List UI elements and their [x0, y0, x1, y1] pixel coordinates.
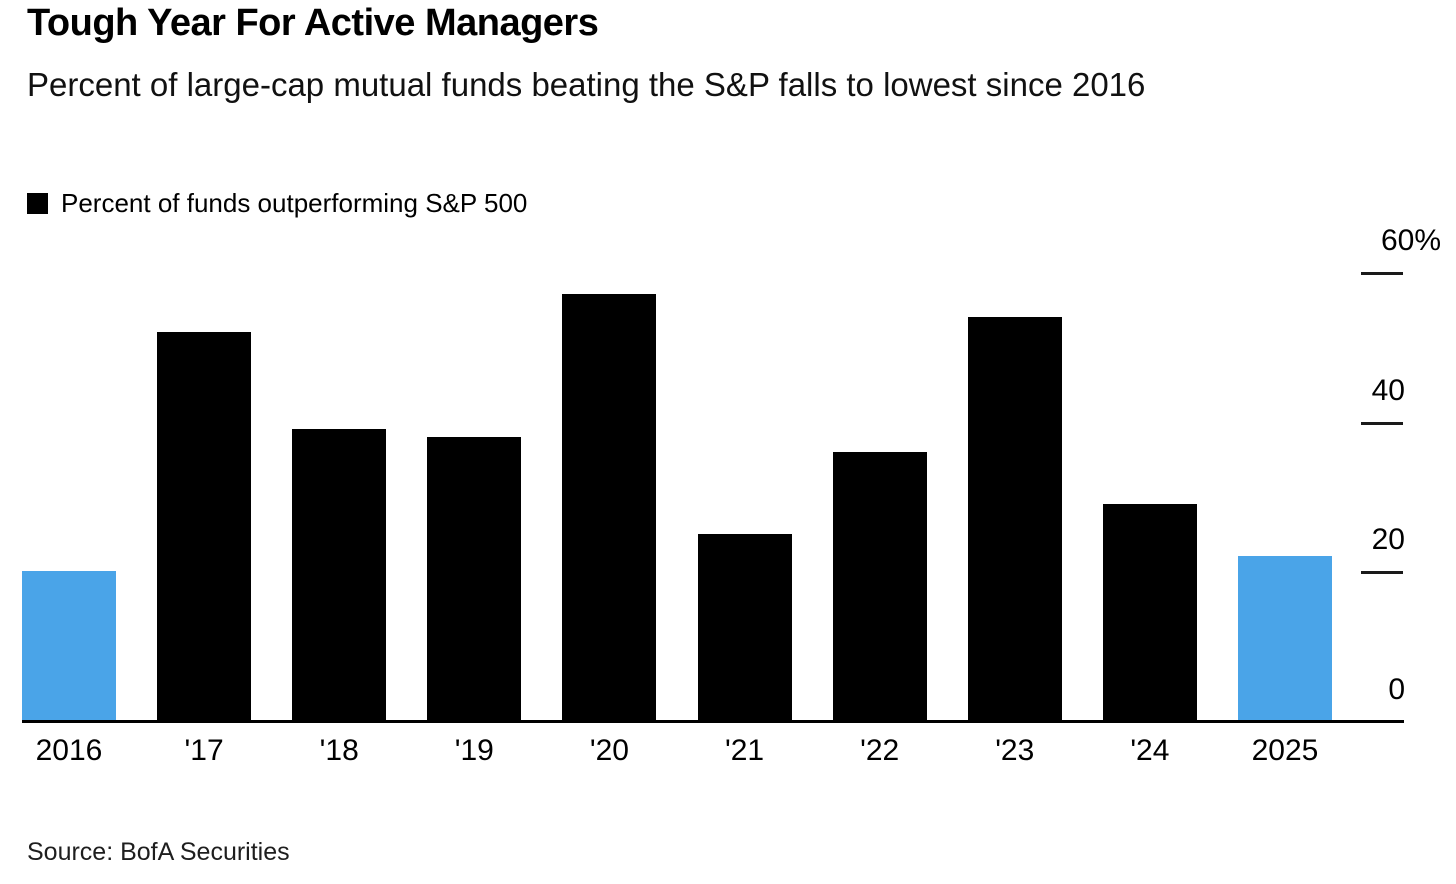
legend-label: Percent of funds outperforming S&P 500 [61, 188, 528, 218]
chart-title: Tough Year For Active Managers [27, 2, 599, 44]
y-tick-mark [1361, 272, 1403, 275]
x-tick-label: '24 [1130, 734, 1170, 767]
bar-22 [832, 451, 927, 721]
bar-chart-plot [22, 272, 1332, 721]
y-tick-mark [1361, 421, 1403, 425]
source-note: Source: BofA Securities [27, 838, 290, 866]
bar-24 [1102, 503, 1197, 721]
legend-swatch-icon [27, 193, 48, 214]
bar-21 [697, 533, 792, 721]
x-axis-labels: 2016 '17 '18 '19 '20 '21 '22 '23 '24 2025 [22, 734, 1332, 768]
x-tick-label: 2025 [1251, 734, 1319, 767]
y-tick-label: 20 [1371, 523, 1405, 557]
bar-20 [562, 294, 657, 721]
bar-19 [427, 436, 522, 721]
x-tick-label: '22 [860, 734, 900, 767]
bar-17 [157, 331, 252, 721]
chart-subtitle: Percent of large-cap mutual funds beatin… [27, 66, 1146, 103]
bar-18 [292, 429, 387, 721]
bar-23 [967, 316, 1062, 721]
y-tick-label: 0 [1388, 673, 1405, 706]
x-tick-label: '19 [454, 734, 494, 767]
y-tick-label: 60% [1380, 224, 1441, 257]
x-tick-label: '21 [724, 734, 765, 767]
x-tick-label: 2016 [35, 734, 103, 767]
y-tick-label: 40 [1371, 373, 1405, 407]
bar-2016 [22, 571, 116, 721]
x-tick-label: '18 [319, 734, 359, 767]
x-axis-line [22, 720, 1404, 723]
y-tick-mark [1361, 571, 1403, 575]
bar-2025 [1237, 556, 1332, 721]
x-tick-label: '17 [184, 734, 224, 767]
legend: Percent of funds outperforming S&P 500 [27, 188, 527, 219]
x-tick-label: '20 [589, 734, 629, 767]
x-tick-label: '23 [995, 734, 1035, 767]
